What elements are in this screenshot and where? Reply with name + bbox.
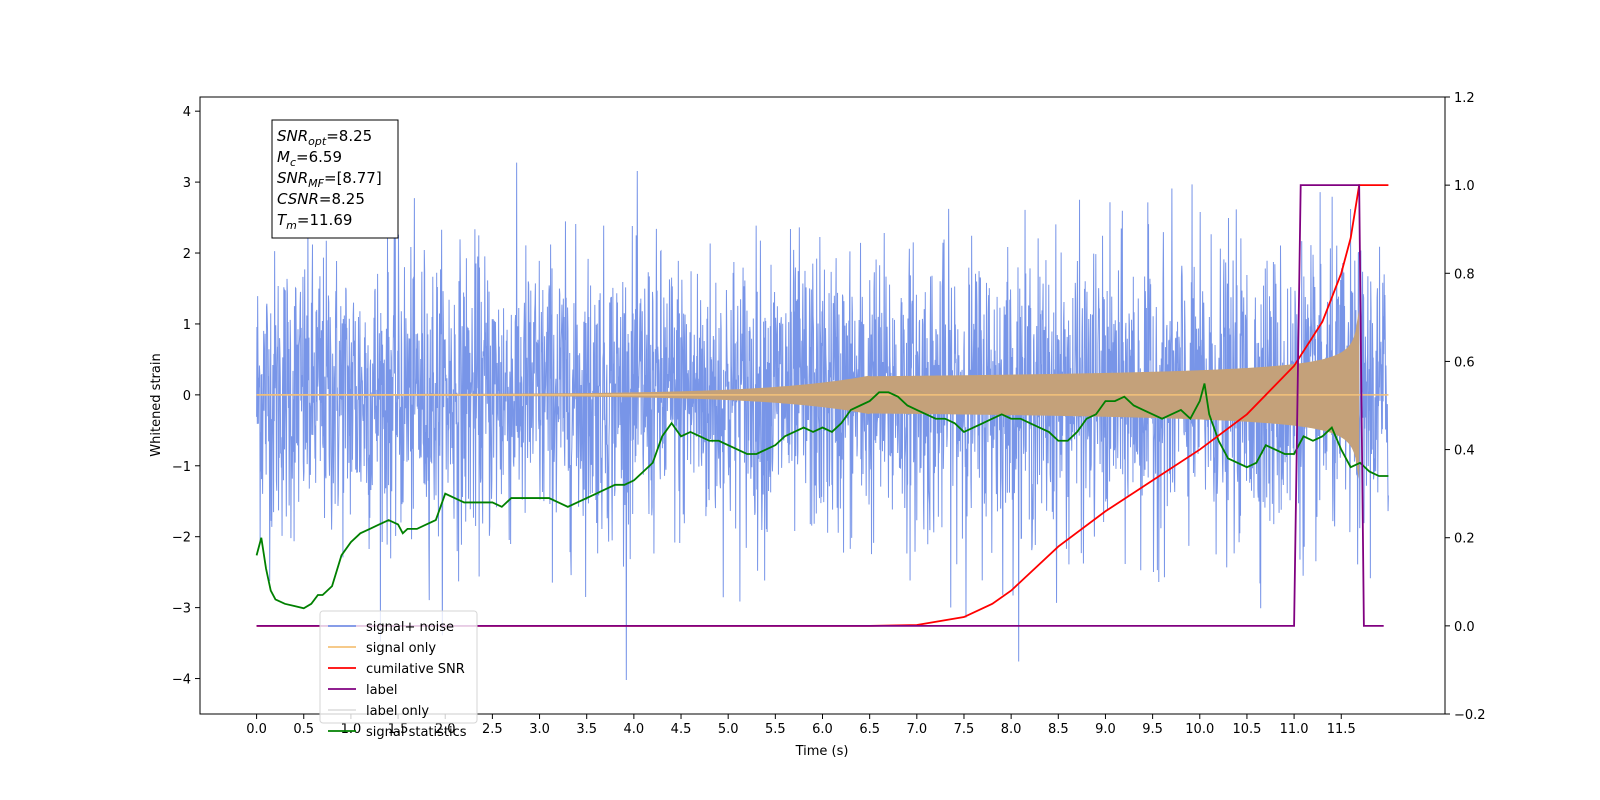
- x-tick-label: 7.0: [906, 722, 927, 737]
- legend-label: cumilative SNR: [366, 662, 465, 677]
- x-tick-label: 4.5: [671, 722, 692, 737]
- info-box-line: Tm=11.69: [277, 211, 352, 232]
- cumilative-snr-line: [256, 184, 1389, 627]
- y-left-tick-label: 0: [183, 389, 191, 404]
- y-left-tick-label: −4: [172, 673, 191, 688]
- x-tick-label: 10.0: [1185, 722, 1214, 737]
- label-line: [256, 184, 1384, 627]
- legend: signal+ noise signal only cumilative SNR la…: [319, 610, 478, 740]
- x-tick-label: 3.0: [529, 722, 550, 737]
- legend-label: signal+ noise: [366, 620, 454, 635]
- x-tick-label: 8.5: [1048, 722, 1069, 737]
- info-box-line: SNRMF=[8.77]: [277, 169, 382, 190]
- signal-only-series: [256, 310, 1389, 480]
- info-box-frame: [271, 119, 399, 239]
- x-tick-label: 5.5: [765, 722, 786, 737]
- y-right-tick-label: 1.0: [1454, 179, 1475, 194]
- x-tick-label: 1.5: [388, 722, 409, 737]
- y-left-tick-label: 2: [183, 247, 191, 262]
- y-axis-title: Whitened strain: [149, 353, 164, 456]
- y-right-tick-label: 1.2: [1454, 91, 1475, 106]
- y-right-tick-label: 0.8: [1454, 267, 1475, 282]
- y-left-tick-label: −3: [172, 602, 191, 617]
- legend-frame: [319, 610, 478, 724]
- x-tick-label: 0.5: [293, 722, 314, 737]
- legend-label: label only: [366, 704, 429, 719]
- signal-noise-line: [256, 162, 1389, 681]
- y-left-tick-label: 3: [183, 176, 191, 191]
- legend-label: label: [366, 683, 397, 698]
- x-tick-label: 0.0: [246, 722, 267, 737]
- info-box-line: Mc=6.59: [277, 148, 342, 169]
- x-tick-label: 11.5: [1327, 722, 1356, 737]
- signal-noise-series: [256, 162, 1389, 681]
- y-right-tick-label: 0.2: [1454, 532, 1475, 547]
- y-right-tick-label: 0.6: [1454, 355, 1475, 370]
- info-box-line: SNRopt=8.25: [277, 127, 372, 148]
- right-axis-series: [255, 184, 1389, 627]
- y-left-tick-label: −1: [172, 460, 191, 475]
- x-tick-label: 10.5: [1232, 722, 1261, 737]
- info-box-line: CSNR=8.25: [277, 190, 365, 208]
- axes: 0.0 0.5 1.0 1.5 2.0 2.5 3.0 3.5 4.0 4.5 5.0 5.5 6.0 6…: [172, 91, 1486, 737]
- y-right-tick-label: 0.4: [1454, 444, 1475, 459]
- y-right-tick-label: −0.2: [1454, 708, 1486, 723]
- x-tick-label: 6.0: [812, 722, 833, 737]
- y-left-tick-label: 1: [183, 318, 191, 333]
- x-tick-label: 1.0: [341, 722, 362, 737]
- x-tick-label: 5.0: [718, 722, 739, 737]
- y-left-tick-label: 4: [183, 105, 191, 120]
- x-tick-label: 2.0: [435, 722, 456, 737]
- x-tick-label: 9.5: [1142, 722, 1163, 737]
- x-tick-label: 9.0: [1095, 722, 1116, 737]
- y-left-tick-label: −2: [172, 531, 191, 546]
- x-tick-label: 2.5: [482, 722, 503, 737]
- legend-label: signal statistics: [366, 725, 467, 740]
- x-tick-label: 11.0: [1280, 722, 1309, 737]
- y-right-tick-label: 0.0: [1454, 620, 1475, 635]
- legend-label: signal only: [366, 641, 436, 656]
- signal-statistics-line: [255, 383, 1389, 610]
- x-tick-label: 6.5: [859, 722, 880, 737]
- x-axis-title: Time (s): [795, 744, 849, 759]
- x-tick-label: 3.5: [576, 722, 597, 737]
- x-tick-label: 7.5: [954, 722, 975, 737]
- x-tick-label: 8.0: [1001, 722, 1022, 737]
- x-tick-label: 4.0: [624, 722, 645, 737]
